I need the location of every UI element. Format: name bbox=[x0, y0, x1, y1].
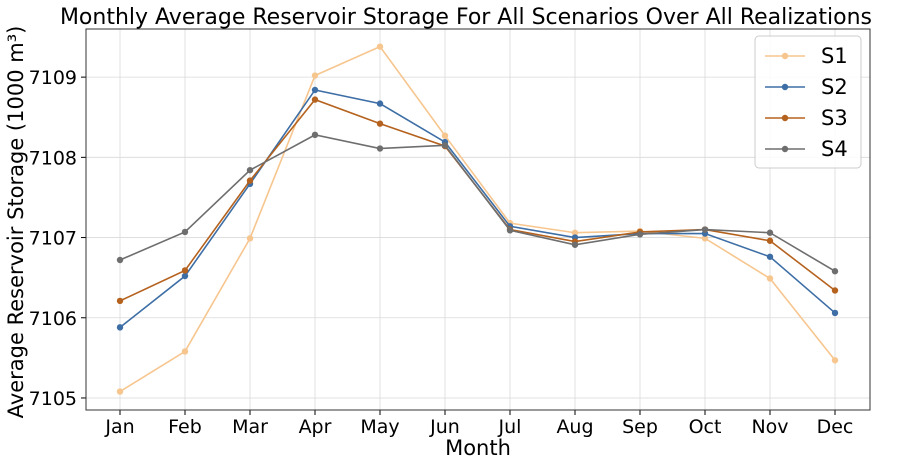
series-s4 bbox=[116, 131, 839, 275]
x-tick-label: Nov bbox=[751, 416, 788, 438]
legend-marker bbox=[781, 83, 789, 91]
series-lines bbox=[116, 43, 839, 395]
x-tick-label: Dec bbox=[817, 416, 854, 438]
data-point bbox=[766, 253, 774, 260]
x-tick-label: Oct bbox=[689, 416, 722, 438]
x-tick-label: Mar bbox=[232, 416, 268, 438]
y-tick-label: 7107 bbox=[29, 228, 77, 250]
data-point bbox=[376, 145, 384, 152]
data-point bbox=[311, 131, 319, 139]
data-point bbox=[831, 309, 839, 317]
y-tick-label: 7109 bbox=[29, 67, 77, 89]
data-point bbox=[376, 43, 384, 50]
legend-item-s1: S1 bbox=[765, 44, 848, 68]
data-point bbox=[311, 72, 319, 79]
data-point bbox=[571, 229, 579, 236]
data-point bbox=[181, 348, 189, 355]
series-s2 bbox=[116, 86, 839, 331]
legend-label: S2 bbox=[821, 75, 848, 99]
plot-frame bbox=[85, 28, 871, 411]
y-tick-label: 7108 bbox=[29, 147, 77, 169]
x-axis-label: Month bbox=[445, 436, 511, 460]
y-tick-label: 7106 bbox=[29, 308, 77, 330]
data-point bbox=[766, 229, 774, 236]
data-point bbox=[506, 227, 514, 234]
legend: S1 S2 S3 S4 bbox=[754, 35, 862, 169]
x-tick-label: Jul bbox=[498, 416, 522, 438]
legend-box bbox=[754, 35, 862, 169]
legend-marker bbox=[781, 114, 789, 122]
data-point bbox=[831, 268, 839, 275]
data-point bbox=[636, 231, 644, 238]
data-point bbox=[116, 297, 124, 305]
series-line bbox=[119, 89, 836, 329]
data-point bbox=[376, 100, 384, 107]
legend-item-s4: S4 bbox=[765, 137, 848, 161]
data-point bbox=[246, 177, 254, 184]
data-point bbox=[766, 275, 774, 282]
data-point bbox=[441, 132, 449, 139]
series-s3 bbox=[116, 96, 839, 305]
grid bbox=[86, 29, 870, 410]
data-point bbox=[766, 237, 774, 244]
x-tick-label: Jan bbox=[104, 416, 134, 438]
data-point bbox=[116, 324, 124, 331]
series-line bbox=[119, 98, 836, 302]
legend-item-s3: S3 bbox=[765, 106, 848, 130]
data-point bbox=[831, 357, 839, 364]
series-line bbox=[119, 45, 836, 393]
data-point bbox=[181, 272, 189, 280]
y-tick-label: 7105 bbox=[29, 388, 77, 410]
data-point bbox=[116, 388, 124, 395]
data-point bbox=[701, 235, 709, 242]
x-tick-label: Aug bbox=[556, 416, 593, 438]
x-tick-label: May bbox=[360, 416, 399, 438]
x-tick-label: Feb bbox=[168, 416, 202, 438]
axis-ticks: Jan Feb Mar Apr May Jun Jul Aug Sep Oct Nov Dec 7105… bbox=[29, 67, 854, 438]
legend-label: S3 bbox=[821, 106, 848, 130]
data-point bbox=[571, 241, 579, 248]
data-point bbox=[181, 267, 189, 274]
series-line bbox=[119, 134, 836, 272]
data-point bbox=[246, 166, 254, 174]
legend-label: S1 bbox=[821, 44, 848, 68]
chart-title: Monthly Average Reservoir Storage For Al… bbox=[60, 5, 872, 30]
data-point bbox=[181, 228, 189, 236]
legend-marker bbox=[781, 52, 789, 60]
legend-label: S4 bbox=[821, 137, 848, 161]
y-axis-label: Average Reservoir Storage (1000 m³) bbox=[4, 26, 28, 419]
legend-marker bbox=[781, 145, 789, 153]
legend-item-s2: S2 bbox=[765, 75, 848, 99]
data-point bbox=[701, 226, 709, 233]
x-tick-label: Apr bbox=[299, 416, 332, 438]
data-point bbox=[376, 120, 384, 127]
series-s1 bbox=[116, 43, 839, 395]
data-point bbox=[831, 287, 839, 294]
data-point bbox=[441, 142, 449, 149]
data-point bbox=[311, 86, 319, 94]
data-point bbox=[116, 256, 124, 264]
data-point bbox=[311, 96, 319, 103]
data-point bbox=[246, 235, 254, 242]
x-tick-label: Jun bbox=[429, 416, 460, 438]
x-tick-label: Sep bbox=[622, 416, 658, 438]
